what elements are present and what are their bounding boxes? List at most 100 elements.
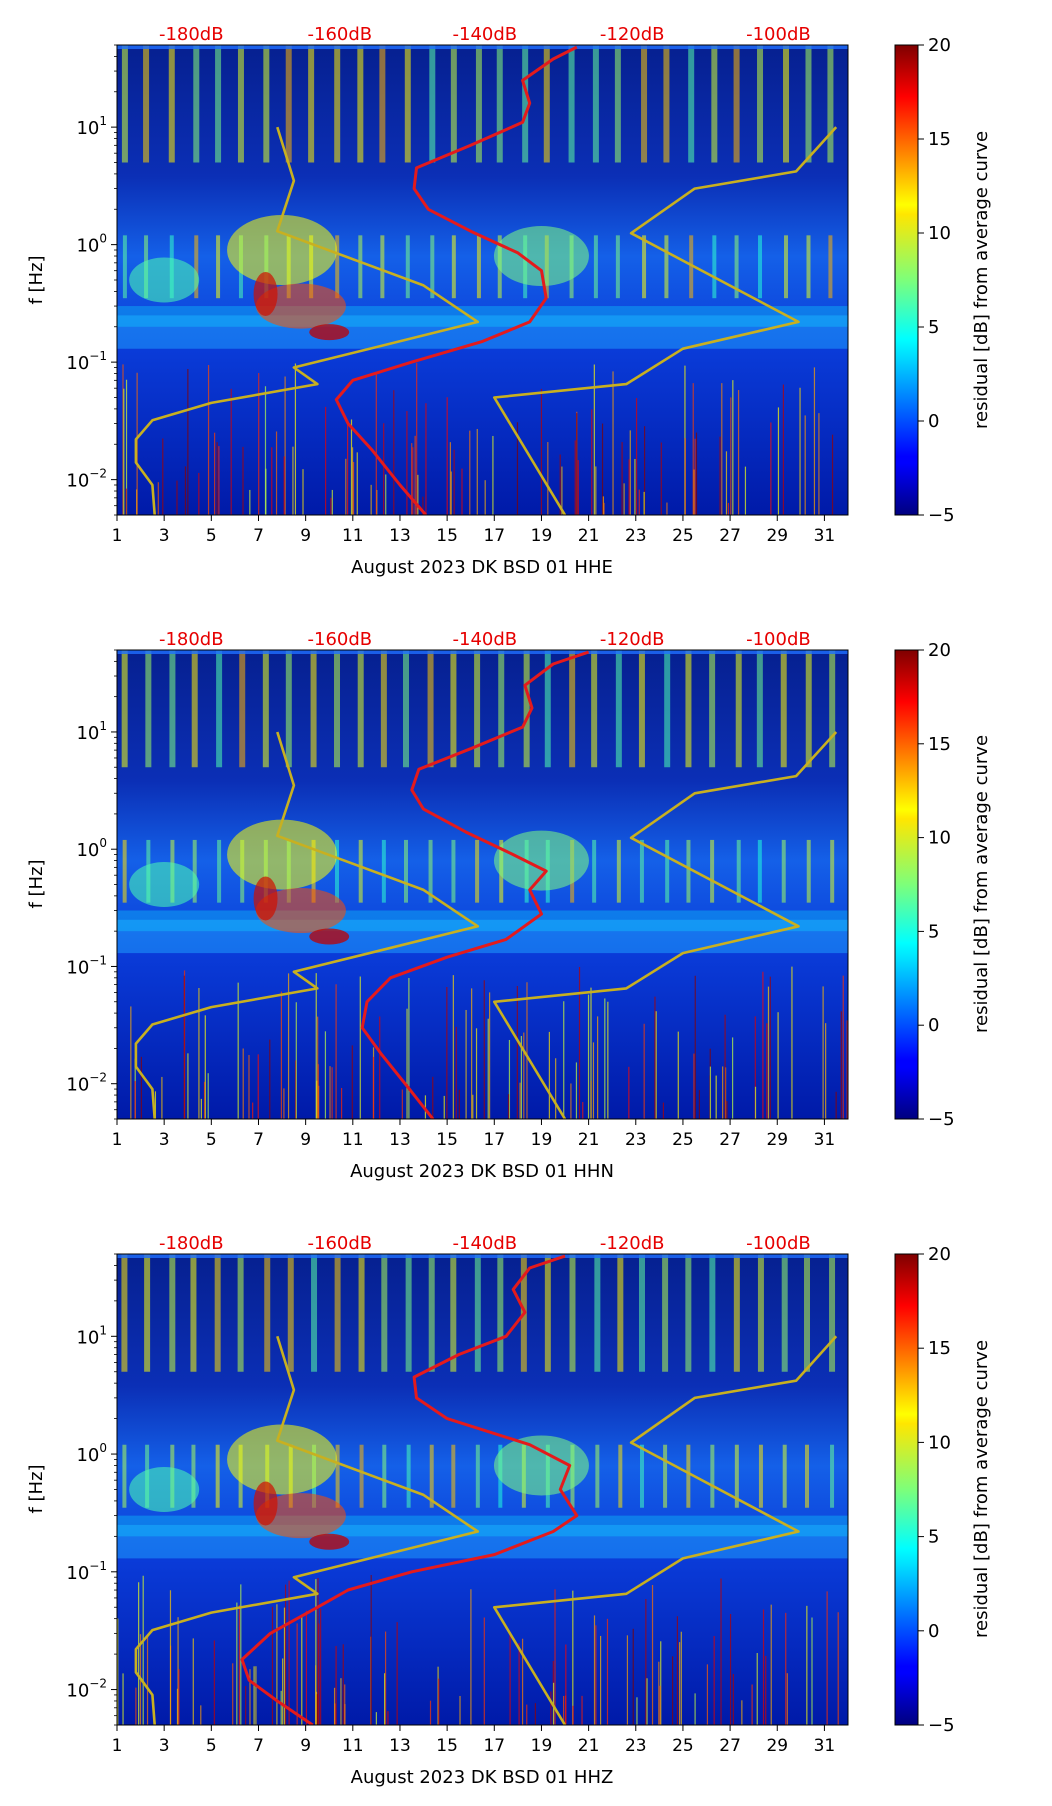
texture-streak xyxy=(310,650,317,768)
y-tick-label: 101 xyxy=(76,719,107,744)
colorbar xyxy=(894,1253,919,1726)
texture-streak xyxy=(359,1444,364,1508)
texture-streak xyxy=(287,1254,294,1372)
x-tick-label: 17 xyxy=(483,526,505,546)
texture-streak xyxy=(734,1444,739,1508)
reference-curve xyxy=(134,126,480,515)
texture-streak xyxy=(406,1444,411,1508)
texture-streak xyxy=(498,650,505,768)
panel-hhz: 1 3 5 7 9 11 13 15 17 19 21 23 25 27 29 31 10−210−11001… xyxy=(26,1233,992,1788)
texture-streak xyxy=(784,235,789,299)
texture-patch xyxy=(227,1424,338,1495)
x-tick-label: 3 xyxy=(159,1130,170,1150)
x-tick-label: 15 xyxy=(436,1130,458,1150)
texture-streak xyxy=(569,650,576,768)
texture-streak xyxy=(591,650,598,768)
colorbar xyxy=(894,44,919,516)
heatmap-texture xyxy=(117,650,848,1119)
y-tick-label: 10−2 xyxy=(66,1071,107,1096)
colorbar xyxy=(894,649,919,1120)
texture-streak xyxy=(264,1254,271,1372)
texture-streak xyxy=(334,1254,341,1372)
texture-streak xyxy=(639,1444,644,1508)
colorbar-ticks: −5 0 5 10 15 20 xyxy=(918,640,955,1130)
texture-streak xyxy=(733,45,740,163)
y-tick-label: 101 xyxy=(76,114,107,139)
texture-streak xyxy=(496,45,503,163)
texture-streak xyxy=(497,1254,504,1372)
top-axis-label: -160dB xyxy=(308,1233,373,1254)
texture-streak xyxy=(642,235,647,299)
texture-streak xyxy=(758,1444,763,1508)
top-axis: -180dB -160dB -140dB -120dB -100dB xyxy=(159,1233,811,1254)
texture-streak xyxy=(428,839,433,903)
texture-band xyxy=(117,45,848,49)
x-tick-label: 27 xyxy=(719,1130,741,1150)
texture-streak xyxy=(311,1254,318,1372)
x-tick-label: 15 xyxy=(436,1736,458,1756)
texture-streak xyxy=(830,1444,835,1508)
texture-streak xyxy=(122,235,127,299)
x-axis-label: August 2023 DK BSD 01 HHE xyxy=(351,557,613,578)
x-tick-label: 11 xyxy=(342,526,364,546)
texture-streak xyxy=(476,235,481,299)
texture-streak xyxy=(190,1254,197,1372)
texture-streak xyxy=(427,650,434,768)
colorbar-tick-label: 20 xyxy=(928,35,951,56)
x-tick-label: 1 xyxy=(112,1130,123,1150)
texture-streak xyxy=(474,650,481,768)
texture-streak xyxy=(594,1254,601,1372)
texture-streak xyxy=(239,650,246,768)
texture-streak xyxy=(334,650,341,768)
x-tick-label: 5 xyxy=(206,1736,217,1756)
texture-streak xyxy=(403,650,410,768)
texture-streak xyxy=(543,45,550,163)
y-axis-label: f [Hz] xyxy=(26,859,47,908)
texture-streak xyxy=(404,839,409,903)
y-tick-label: 100 xyxy=(76,1441,107,1466)
average-curve xyxy=(240,1254,579,1725)
top-axis-label: -100dB xyxy=(746,24,811,45)
texture-patch xyxy=(255,888,346,934)
texture-streak xyxy=(379,45,386,163)
texture-streak xyxy=(358,1254,365,1372)
texture-patch xyxy=(255,1493,346,1539)
texture-streak xyxy=(781,1254,788,1372)
texture-streak xyxy=(191,1444,196,1508)
x-tick-label: 11 xyxy=(342,1130,364,1150)
y-tick-label: 10−1 xyxy=(66,349,107,374)
texture-patch xyxy=(493,1435,589,1496)
texture-streak xyxy=(263,45,270,163)
texture-streak xyxy=(638,1254,645,1372)
heatmap-background xyxy=(117,650,848,1119)
texture-streak xyxy=(121,650,128,768)
texture-streak xyxy=(638,650,645,768)
texture-patch xyxy=(309,928,350,945)
texture-streak xyxy=(736,839,741,903)
x-tick-label: 21 xyxy=(578,1736,600,1756)
heatmap-texture xyxy=(117,45,848,515)
texture-streak xyxy=(685,1254,692,1372)
texture-streak xyxy=(430,235,435,299)
x-axis-label: August 2023 DK BSD 01 HHZ xyxy=(351,1767,614,1788)
texture-streak xyxy=(712,235,717,299)
texture-band xyxy=(117,315,848,349)
texture-patch xyxy=(253,876,278,921)
colorbar-tick-label: 15 xyxy=(928,129,951,150)
texture-streak xyxy=(474,1254,481,1372)
texture-streak xyxy=(616,839,621,903)
texture-streak xyxy=(593,235,598,299)
texture-streak xyxy=(193,45,200,163)
colorbar-tick-label: 15 xyxy=(928,734,951,755)
y-tick-label: 10−2 xyxy=(66,467,107,492)
texture-streak xyxy=(237,45,244,163)
texture-streak xyxy=(757,1254,764,1372)
x-tick-label: 11 xyxy=(342,1736,364,1756)
texture-streak xyxy=(405,235,410,299)
x-tick-label: 1 xyxy=(112,1736,123,1756)
texture-streak xyxy=(475,1444,480,1508)
y-axis-label: f [Hz] xyxy=(26,255,47,304)
texture-streak xyxy=(827,45,834,163)
texture-streak xyxy=(665,839,670,903)
top-axis-label: -100dB xyxy=(746,1233,811,1254)
